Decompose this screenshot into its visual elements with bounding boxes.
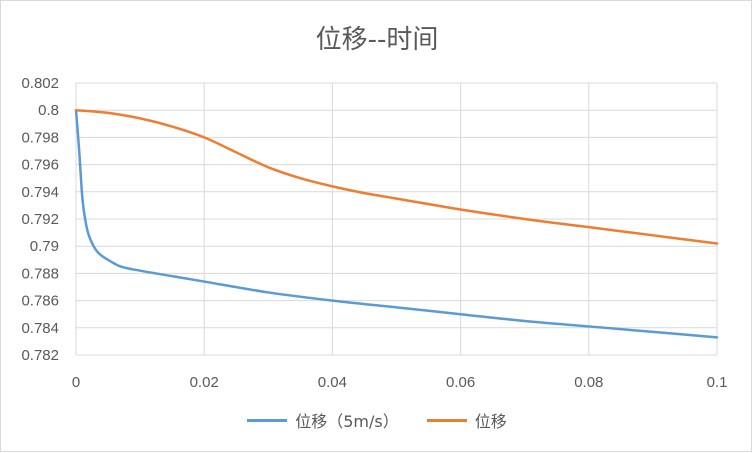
legend-item-series-1: 位移（5m/s） bbox=[247, 408, 399, 432]
legend: 位移（5m/s） 位移 bbox=[1, 407, 752, 433]
x-tick-label: 0.1 bbox=[707, 374, 728, 391]
chart-title: 位移--时间 bbox=[315, 25, 439, 55]
x-tick-label: 0.04 bbox=[318, 374, 347, 391]
legend-label-series-2: 位移 bbox=[474, 412, 507, 431]
legend-swatch-series-1 bbox=[247, 418, 288, 422]
y-tick-label: 0.792 bbox=[21, 211, 59, 228]
y-tick-label: 0.796 bbox=[21, 157, 59, 174]
x-tick-label: 0.08 bbox=[574, 374, 603, 391]
y-tick-label: 0.8 bbox=[38, 102, 59, 119]
legend-label-series-1: 位移（5m/s） bbox=[295, 412, 399, 431]
x-tick-label: 0.02 bbox=[190, 374, 219, 391]
legend-swatch-series-2 bbox=[426, 418, 467, 422]
y-tick-label: 0.794 bbox=[21, 184, 59, 201]
y-tick-label: 0.784 bbox=[21, 320, 59, 337]
y-tick-label: 0.786 bbox=[21, 293, 59, 310]
y-tick-label: 0.802 bbox=[21, 75, 59, 92]
x-tick-label: 0.06 bbox=[446, 374, 475, 391]
series-line-2 bbox=[74, 108, 719, 245]
x-tick-label: 0 bbox=[72, 374, 80, 391]
series-line-1 bbox=[74, 108, 719, 339]
y-tick-label: 0.79 bbox=[30, 238, 59, 255]
y-tick-label: 0.782 bbox=[21, 347, 59, 364]
legend-item-series-2: 位移 bbox=[426, 408, 507, 432]
y-tick-label: 0.798 bbox=[21, 129, 59, 146]
y-tick-label: 0.788 bbox=[21, 265, 59, 282]
